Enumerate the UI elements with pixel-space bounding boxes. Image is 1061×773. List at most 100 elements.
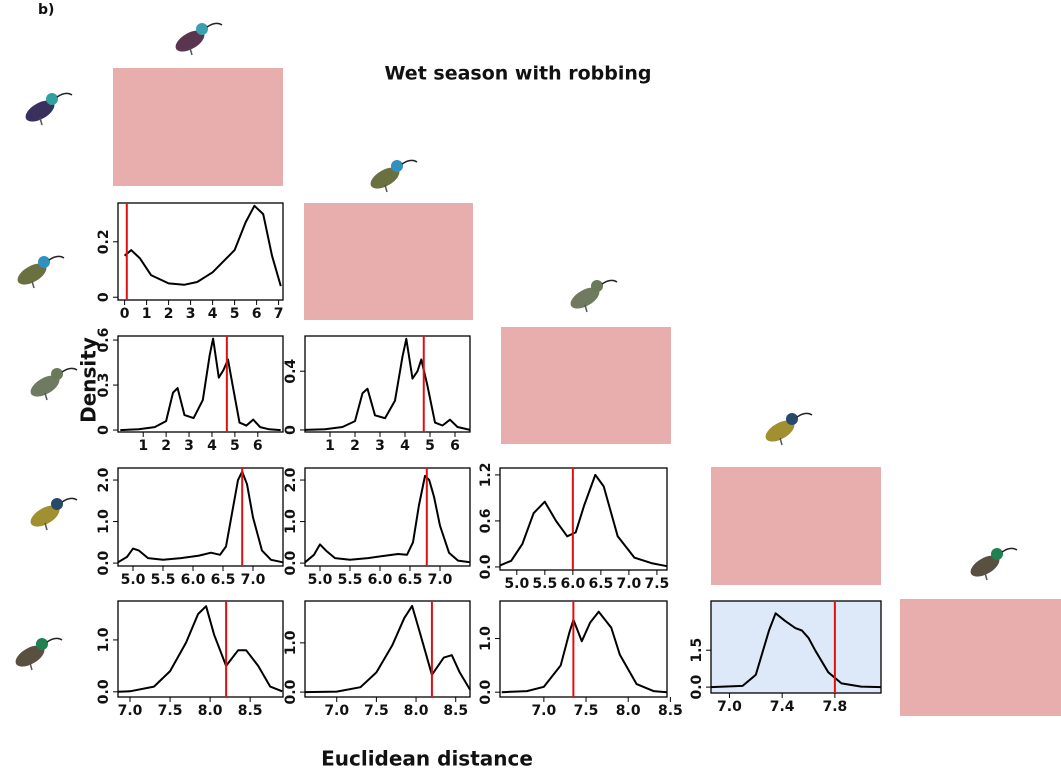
x-tick-label: 6.5 [211, 572, 236, 588]
x-tick-label: 7.0 [324, 703, 349, 719]
x-tick-label: 3 [186, 306, 196, 322]
y-tick-label: 0.0 [478, 680, 494, 705]
bird-beak [49, 256, 64, 260]
x-tick-label: 1 [325, 438, 335, 454]
y-tick-label: 0.0 [283, 679, 299, 704]
bird-head [391, 160, 403, 172]
x-tick-label: 8.5 [443, 703, 468, 719]
x-tick-label: 7.0 [616, 576, 641, 592]
x-tick-label: 7.0 [428, 572, 453, 588]
x-tick-label: 6 [253, 438, 263, 454]
x-tick-label: 6 [252, 306, 262, 322]
x-tick-label: 5.5 [151, 572, 176, 588]
x-tick-label: 2 [161, 438, 171, 454]
y-tick-label: 0.4 [283, 359, 299, 384]
y-tick-label: 0.3 [96, 373, 112, 398]
bird-head [591, 280, 603, 292]
y-tick-label: 1.0 [283, 509, 299, 534]
bird-head [786, 413, 798, 425]
x-tick-label: 8.0 [198, 703, 223, 719]
bird-head [36, 638, 48, 650]
panel-frame [711, 601, 881, 693]
x-tick-label: 7.0 [241, 572, 266, 588]
bird-head [991, 548, 1003, 560]
bird-beak [57, 93, 72, 97]
panel-frame [118, 601, 283, 697]
bird-head [51, 368, 63, 380]
panel-frame [118, 468, 283, 566]
x-tick-label: 6 [450, 438, 460, 454]
x-tick-label: 5.5 [338, 572, 363, 588]
x-tick-label: 8.0 [404, 703, 429, 719]
x-tick-label: 6.5 [398, 572, 423, 588]
x-tick-label: 7 [274, 306, 284, 322]
figure: b) Wet season with robbing Density Eucli… [0, 0, 1061, 773]
y-tick-label: 2.0 [96, 467, 112, 492]
x-tick-label: 1 [138, 438, 148, 454]
panel-label: b) [38, 2, 54, 18]
x-tick-label: 5 [230, 438, 240, 454]
diagonal-cell [304, 203, 473, 320]
diagonal-cell [711, 467, 881, 585]
x-tick-label: 4 [207, 438, 217, 454]
y-tick-label: 1.0 [478, 626, 494, 651]
x-axis-label: Euclidean distance [321, 747, 533, 771]
bird-head [38, 256, 50, 268]
y-tick-label: 0.2 [96, 229, 112, 254]
x-tick-label: 5 [230, 306, 240, 322]
title: Wet season with robbing [385, 63, 652, 85]
x-tick-label: 7.0 [118, 703, 143, 719]
bird-beak [47, 638, 62, 642]
x-tick-label: 8.5 [658, 703, 683, 719]
y-tick-label: 1.2 [478, 462, 494, 487]
bird-head [46, 93, 58, 105]
x-tick-label: 5.5 [532, 576, 557, 592]
x-tick-label: 0 [120, 306, 130, 322]
x-tick-label: 7.5 [645, 576, 670, 592]
panel-frame [305, 601, 470, 697]
x-tick-label: 7.5 [158, 703, 183, 719]
y-tick-label: 0 [96, 292, 112, 302]
x-tick-label: 7.4 [770, 699, 795, 715]
panel-frame [500, 468, 667, 570]
y-tick-label: 0 [96, 425, 112, 435]
y-tick-label: 0.0 [283, 550, 299, 575]
panel-frame [118, 336, 283, 432]
x-tick-label: 7.5 [574, 703, 599, 719]
diagonal-cell [501, 327, 671, 444]
bird-beak [207, 23, 222, 27]
y-tick-label: 1.0 [283, 630, 299, 655]
y-tick-label: 1.0 [96, 627, 112, 652]
x-tick-label: 5.0 [308, 572, 333, 588]
x-tick-label: 7.5 [364, 703, 389, 719]
y-tick-label: 0.0 [96, 679, 112, 704]
x-tick-label: 5.0 [121, 572, 146, 588]
bird-beak [402, 160, 417, 164]
bird-beak [1002, 548, 1017, 552]
x-tick-label: 8.0 [616, 703, 641, 719]
x-tick-label: 3 [184, 438, 194, 454]
y-tick-label: 1.0 [96, 509, 112, 534]
panel-frame [118, 203, 283, 300]
panel-frame [305, 336, 470, 432]
bird-beak [602, 280, 617, 284]
bird-head [51, 498, 63, 510]
y-tick-label: 0.0 [478, 554, 494, 579]
bird-head [196, 23, 208, 35]
panel-frame [305, 468, 470, 566]
x-tick-label: 7.0 [531, 703, 556, 719]
x-tick-label: 2 [164, 306, 174, 322]
x-tick-label: 4 [400, 438, 410, 454]
x-tick-label: 7.0 [717, 699, 742, 715]
x-tick-label: 8.5 [238, 703, 263, 719]
y-tick-label: 0.0 [96, 550, 112, 575]
x-tick-label: 6.0 [181, 572, 206, 588]
panel-frame [500, 601, 667, 697]
diagonal-cell [113, 68, 283, 186]
bird-beak [62, 368, 77, 372]
x-tick-label: 6.0 [560, 576, 585, 592]
x-tick-label: 5.0 [504, 576, 529, 592]
x-tick-label: 6.0 [368, 572, 393, 588]
bird-beak [797, 413, 812, 417]
y-tick-label: 0.6 [478, 509, 494, 534]
